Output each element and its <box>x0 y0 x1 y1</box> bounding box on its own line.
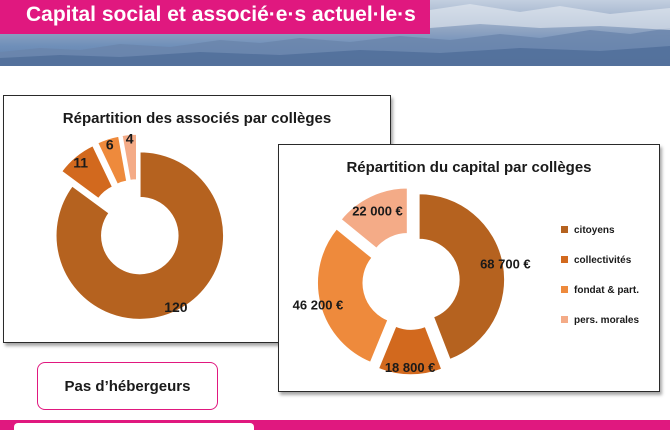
pie-slice-3 <box>339 187 409 250</box>
chart-associes-svg: Répartition des associés par collèges 120… <box>55 110 331 321</box>
legend-label-0: citoyens <box>574 225 615 236</box>
pie-slice-0 <box>418 192 506 361</box>
chart-capital: Répartition du capital par collèges 68 70… <box>278 144 660 392</box>
legend-swatch-2 <box>561 286 568 293</box>
slice-label-2: 6 <box>106 136 114 152</box>
slice-label-3: 4 <box>126 130 134 146</box>
slice-label-0: 68 700 € <box>480 256 531 271</box>
legend-label-3: pers. morales <box>574 315 639 326</box>
pie-slice-1 <box>377 325 443 376</box>
slice-label-0: 120 <box>164 299 188 315</box>
legend-swatch-0 <box>561 226 568 233</box>
legend-label-1: collectivités <box>574 255 632 266</box>
chart-capital-svg: Répartition du capital par collèges 68 70… <box>293 159 639 376</box>
legend-label-2: fondat & part. <box>574 285 639 296</box>
pie-slice-3 <box>120 133 138 182</box>
legend-swatch-3 <box>561 316 568 323</box>
pie-slice-1 <box>60 144 114 200</box>
note-box: Pas d’hébergeurs <box>37 362 218 410</box>
note-text: Pas d’hébergeurs <box>64 377 191 395</box>
footer-band <box>0 420 670 430</box>
city-skyline-image <box>0 4 670 66</box>
pie-slice-2 <box>316 227 390 364</box>
legend-swatch-1 <box>561 256 568 263</box>
chart-title: Répartition des associés par collèges <box>63 110 331 127</box>
chart-title: Répartition du capital par collèges <box>346 159 591 176</box>
slice-label-1: 18 800 € <box>385 360 436 375</box>
slice-label-1: 11 <box>73 155 88 171</box>
pie-slice-2 <box>96 135 128 186</box>
footer-tab <box>14 423 254 430</box>
pie-slice-0 <box>55 150 225 321</box>
slice-label-3: 22 000 € <box>352 204 403 219</box>
slice-label-2: 46 200 € <box>293 298 344 313</box>
page-title: Capital social et associé·e·s actuel·le·… <box>0 0 430 34</box>
header-banner: Capital social et associé·e·s actuel·le·… <box>0 0 670 66</box>
